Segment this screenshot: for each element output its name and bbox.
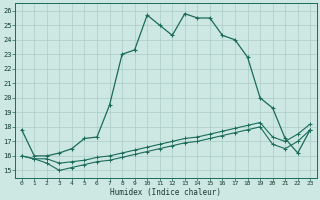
X-axis label: Humidex (Indice chaleur): Humidex (Indice chaleur)	[110, 188, 221, 197]
